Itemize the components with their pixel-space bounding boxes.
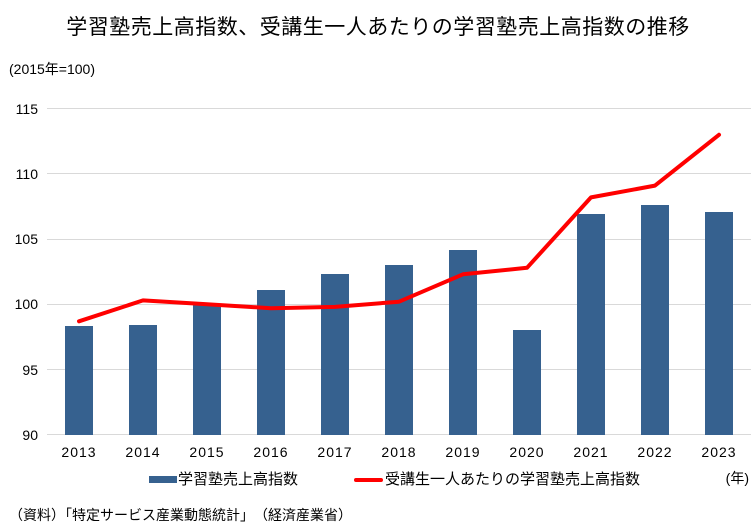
x-axis-label-2018: 2018 [381, 444, 417, 460]
x-axis-label-2016: 2016 [253, 444, 289, 460]
x-axis-label-2013: 2013 [61, 444, 97, 460]
line-series [77, 132, 721, 324]
bar-2016 [257, 289, 285, 435]
x-axis-label-2023: 2023 [701, 444, 737, 460]
bar-2018 [385, 265, 413, 435]
x-axis-label-2015: 2015 [189, 444, 225, 460]
source-note: （資料）「特定サービス産業動態統計」 （経済産業省） [9, 507, 352, 523]
unit-note: (2015年=100) [9, 61, 96, 77]
chart-title: 学習塾売上高指数、受講生一人あたりの学習塾売上高指数の推移 [66, 16, 690, 39]
x-axis-label-2020: 2020 [509, 444, 545, 460]
y-axis-label-110: 110 [15, 165, 38, 182]
bar-2017 [321, 274, 349, 435]
bar-2014 [129, 325, 157, 435]
y-axis-label-115: 115 [15, 100, 38, 117]
x-axis-label-2022: 2022 [637, 444, 673, 460]
gridline-110 [47, 173, 751, 175]
x-axis-label-2021: 2021 [573, 444, 609, 460]
gridline-115 [47, 108, 751, 110]
x-axis-label-2019: 2019 [445, 444, 481, 460]
gridline-105 [47, 238, 751, 240]
y-axis-label-105: 105 [14, 231, 38, 248]
x-axis-label-2014: 2014 [125, 444, 161, 460]
y-axis-label-95: 95 [22, 361, 38, 378]
y-axis-label-90: 90 [22, 426, 38, 443]
bar-2013 [65, 326, 93, 435]
bar-2022 [641, 205, 669, 435]
bar-2020 [513, 330, 541, 435]
bar-2015 [193, 304, 221, 435]
gridline-90 [47, 434, 751, 436]
x-axis-label-2017: 2017 [317, 444, 353, 460]
y-axis-label-100: 100 [14, 296, 38, 313]
bar-2021 [577, 214, 605, 435]
bar-2023 [705, 211, 733, 435]
x-axis-unit-label: (年) [725, 470, 749, 486]
